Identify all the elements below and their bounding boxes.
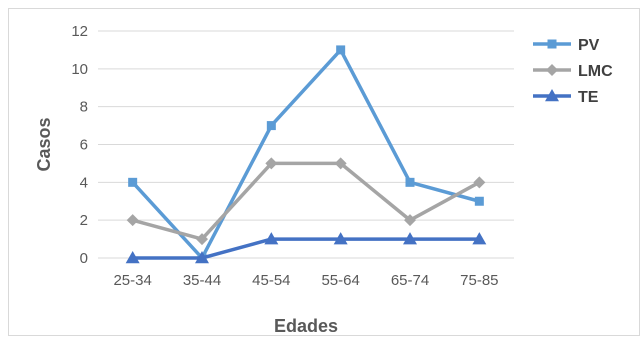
- legend-item-te: TE: [533, 89, 599, 106]
- y-tick-label: 4: [80, 174, 88, 191]
- data-point-te: [403, 232, 417, 245]
- series-group: [125, 45, 487, 264]
- x-tick-label: 25-34: [113, 272, 151, 289]
- data-point-te: [472, 232, 487, 245]
- legend-item-pv: PV: [533, 37, 600, 54]
- x-tick-label: 75-85: [460, 272, 498, 289]
- legend-item-lmc: LMC: [533, 63, 613, 80]
- series-te: [125, 232, 487, 264]
- y-tick-label: 2: [80, 212, 88, 229]
- tick-labels: 0 2 4 6 8 10 12 25-34 35-44 45-54 55-64 65-74 75-85: [71, 23, 498, 289]
- series-lmc: [126, 157, 486, 246]
- x-axis-title: Edades: [274, 316, 338, 336]
- y-tick-label: 6: [80, 137, 88, 154]
- legend-label-lmc: LMC: [578, 63, 613, 80]
- legend-label-te: TE: [578, 89, 599, 106]
- legend-marker-te: [545, 89, 559, 102]
- x-tick-label: 65-74: [391, 272, 429, 289]
- data-point-pv: [128, 177, 138, 187]
- series-line-lmc: [130, 161, 482, 241]
- data-point-te: [195, 251, 209, 264]
- y-tick-label: 8: [80, 99, 88, 116]
- x-tick-label: 55-64: [321, 272, 359, 289]
- data-point-lmc: [126, 214, 139, 227]
- data-point-te: [333, 232, 348, 245]
- data-point-te: [264, 232, 279, 245]
- x-tick-label: 45-54: [252, 272, 290, 289]
- data-point-pv: [336, 45, 346, 55]
- data-point-lmc: [334, 157, 347, 170]
- x-tick-label: 35-44: [183, 272, 221, 289]
- legend: PV LMC TE: [533, 37, 613, 106]
- data-point-lmc: [196, 233, 208, 246]
- gridlines: [98, 30, 514, 221]
- data-point-te: [125, 251, 140, 264]
- data-point-pv: [474, 196, 484, 206]
- chart-frame: [8, 8, 640, 336]
- data-point-pv: [405, 177, 415, 187]
- series-line-te: [130, 237, 482, 260]
- series-pv: [128, 45, 484, 263]
- data-point-pv: [266, 121, 276, 131]
- y-axis-title: Casos: [34, 117, 54, 171]
- y-tick-label: 0: [80, 250, 88, 267]
- legend-label-pv: PV: [578, 37, 600, 54]
- data-point-lmc: [473, 176, 486, 189]
- y-tick-label: 12: [71, 23, 88, 40]
- series-line-pv: [130, 48, 482, 260]
- legend-marker-pv: [547, 39, 557, 49]
- data-point-lmc: [404, 214, 416, 227]
- y-tick-label: 10: [71, 61, 88, 78]
- data-point-lmc: [265, 157, 278, 170]
- legend-marker-lmc: [546, 64, 558, 76]
